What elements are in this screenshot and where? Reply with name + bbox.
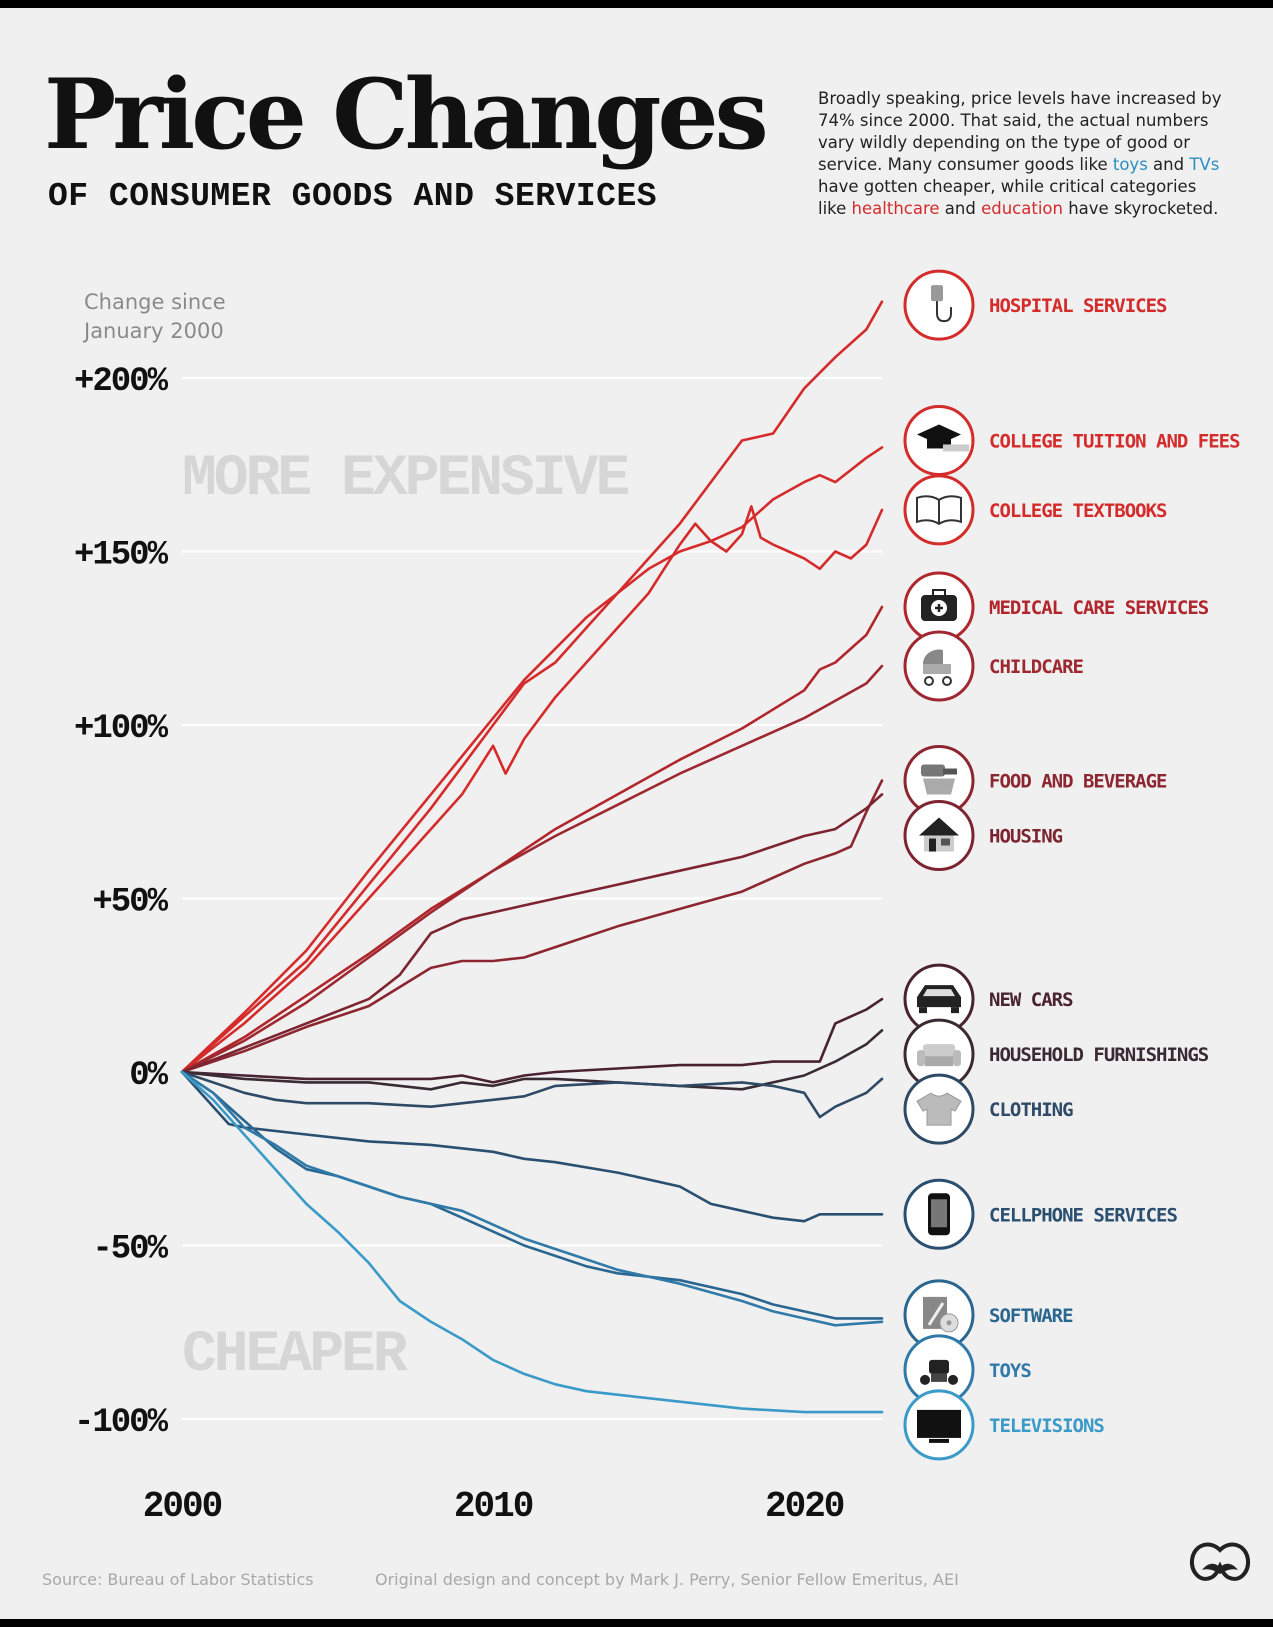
series-line-college-textbooks (180, 505, 884, 1074)
series-line-televisions (180, 1070, 884, 1414)
series-line-college-tuition-and-fees (180, 446, 884, 1074)
series-name-label: HOUSEHOLD FURNISHINGS (989, 1044, 1209, 1066)
visual-capitalist-mustache-logo-icon (1189, 1542, 1251, 1581)
car-icon (917, 985, 961, 1014)
x-tick-label: 2020 (765, 1486, 844, 1527)
intro-text: 74% since 2000. That said, the actual nu… (818, 111, 1209, 130)
series-label: COLLEGE TEXTBOOKS (903, 474, 1168, 546)
y-tick-label: +150% (74, 537, 169, 575)
series-line-food-and-beverage (180, 779, 884, 1074)
credit-note: Original design and concept by Mark J. P… (375, 1570, 959, 1589)
series-labels: HOSPITAL SERVICES COLLEGE TUITION AND FEE… (903, 269, 1241, 1461)
intro-text: and (939, 199, 982, 218)
highlight-cheaper: toys (1112, 155, 1148, 174)
source-note: Source: Bureau of Labor Statistics (42, 1570, 314, 1589)
series-line-household-furnishings (180, 1029, 884, 1091)
series-line-clothing (180, 1070, 884, 1119)
y-tick-label: -50% (92, 1231, 168, 1269)
series-name-label: HOSPITAL SERVICES (989, 295, 1167, 317)
y-tick-label: 0% (129, 1057, 168, 1095)
series-line-hospital-services (180, 300, 884, 1074)
house-icon (919, 817, 959, 852)
television-icon (917, 1409, 961, 1443)
y-tick-label: +100% (74, 710, 169, 748)
series-lines (180, 300, 884, 1414)
series-line-childcare (180, 664, 884, 1074)
open-book-icon (916, 495, 962, 526)
highlight-cheaper: TVs (1189, 155, 1220, 174)
series-label: CELLPHONE SERVICES (903, 1178, 1178, 1250)
series-name-label: TOYS (989, 1360, 1031, 1382)
page-subtitle: OF CONSUMER GOODS AND SERVICES (48, 178, 658, 215)
cheaper-annotation: CHEAPER (182, 1323, 408, 1388)
series-label: HOUSEHOLD FURNISHINGS (903, 1018, 1210, 1090)
series-line-housing (180, 793, 884, 1074)
series-label: HOSPITAL SERVICES (903, 269, 1168, 341)
x-tick-label: 2010 (454, 1486, 533, 1527)
cellphone-icon (928, 1193, 950, 1236)
intro-line: service. Many consumer goods like toys a… (818, 154, 1258, 176)
intro-line: Broadly speaking, price levels have incr… (818, 88, 1258, 110)
series-line-toys (180, 1070, 884, 1327)
series-name-label: CELLPHONE SERVICES (989, 1204, 1177, 1226)
sofa-icon (917, 1044, 961, 1067)
series-name-label: NEW CARS (989, 989, 1073, 1011)
intro-line: have gotten cheaper, while critical cate… (818, 176, 1258, 198)
price-change-line-chart: +200% +150% +100% +50% 0% -50% -100% 2000 2010 20… (74, 269, 1241, 1527)
intro-text: and (1147, 155, 1190, 174)
series-name-label: CLOTHING (989, 1099, 1073, 1121)
y-tick-label: +200% (74, 363, 169, 401)
series-line-medical-care-services (180, 605, 884, 1074)
highlight-expensive: education (981, 199, 1063, 218)
intro-text: have gotten cheaper, while critical cate… (818, 177, 1197, 196)
series-name-label: FOOD AND BEVERAGE (989, 771, 1167, 793)
intro-text: like (818, 199, 852, 218)
series-name-label: COLLEGE TUITION AND FEES (989, 430, 1240, 452)
y-axis-title-line-2: January 2000 (84, 319, 224, 343)
y-tick-label: +50% (92, 884, 168, 922)
series-icon-badge (903, 269, 975, 341)
more-expensive-annotation: MORE EXPENSIVE (182, 447, 628, 512)
food-mixer-icon (921, 764, 957, 795)
series-line-new-cars (180, 997, 884, 1084)
series-name-label: CHILDCARE (989, 656, 1084, 678)
intro-line: 74% since 2000. That said, the actual nu… (818, 110, 1258, 132)
series-label: COLLEGE TUITION AND FEES (903, 404, 1241, 476)
y-tick-label: -100% (74, 1404, 169, 1442)
first-aid-kit-icon (921, 589, 957, 622)
series-label: TOYS (903, 1334, 1032, 1406)
graduation-cap-icon (917, 424, 969, 452)
iv-drip-icon (931, 285, 952, 323)
series-label: HOUSING (903, 800, 1064, 872)
software-box-icon (923, 1296, 959, 1333)
series-label: TELEVISIONS (903, 1389, 1105, 1461)
y-axis-title: Change since January 2000 (84, 288, 226, 346)
series-name-label: HOUSING (989, 826, 1063, 848)
series-name-label: SOFTWARE (989, 1305, 1073, 1327)
series-label: MEDICAL CARE SERVICES (903, 571, 1210, 643)
toy-robot-icon (920, 1359, 958, 1385)
series-label: FOOD AND BEVERAGE (903, 745, 1168, 817)
intro-line: like healthcare and education have skyro… (818, 198, 1258, 220)
series-name-label: TELEVISIONS (989, 1415, 1104, 1437)
shirt-icon (916, 1092, 962, 1126)
series-label: CLOTHING (903, 1073, 1074, 1145)
intro-text: Broadly speaking, price levels have incr… (818, 89, 1222, 108)
page-title: Price Changes (44, 58, 769, 171)
intro-line: vary wildly depending on the type of goo… (818, 132, 1258, 154)
intro-text: vary wildly depending on the type of goo… (818, 133, 1190, 152)
series-name-label: COLLEGE TEXTBOOKS (989, 500, 1167, 522)
intro-paragraph: Broadly speaking, price levels have incr… (818, 88, 1258, 220)
series-name-label: MEDICAL CARE SERVICES (989, 597, 1209, 619)
baby-stroller-icon (922, 649, 952, 687)
series-line-software (180, 1070, 884, 1320)
infographic: Price Changes OF CONSUMER GOODS AND SERV… (0, 8, 1273, 1619)
series-label: CHILDCARE (903, 630, 1085, 702)
intro-text: have skyrocketed. (1062, 199, 1219, 218)
series-label: NEW CARS (903, 963, 1074, 1035)
x-tick-label: 2000 (143, 1486, 222, 1527)
y-axis-title-line-1: Change since (84, 290, 226, 314)
highlight-expensive: healthcare (851, 199, 940, 218)
intro-text: service. Many consumer goods like (818, 155, 1113, 174)
